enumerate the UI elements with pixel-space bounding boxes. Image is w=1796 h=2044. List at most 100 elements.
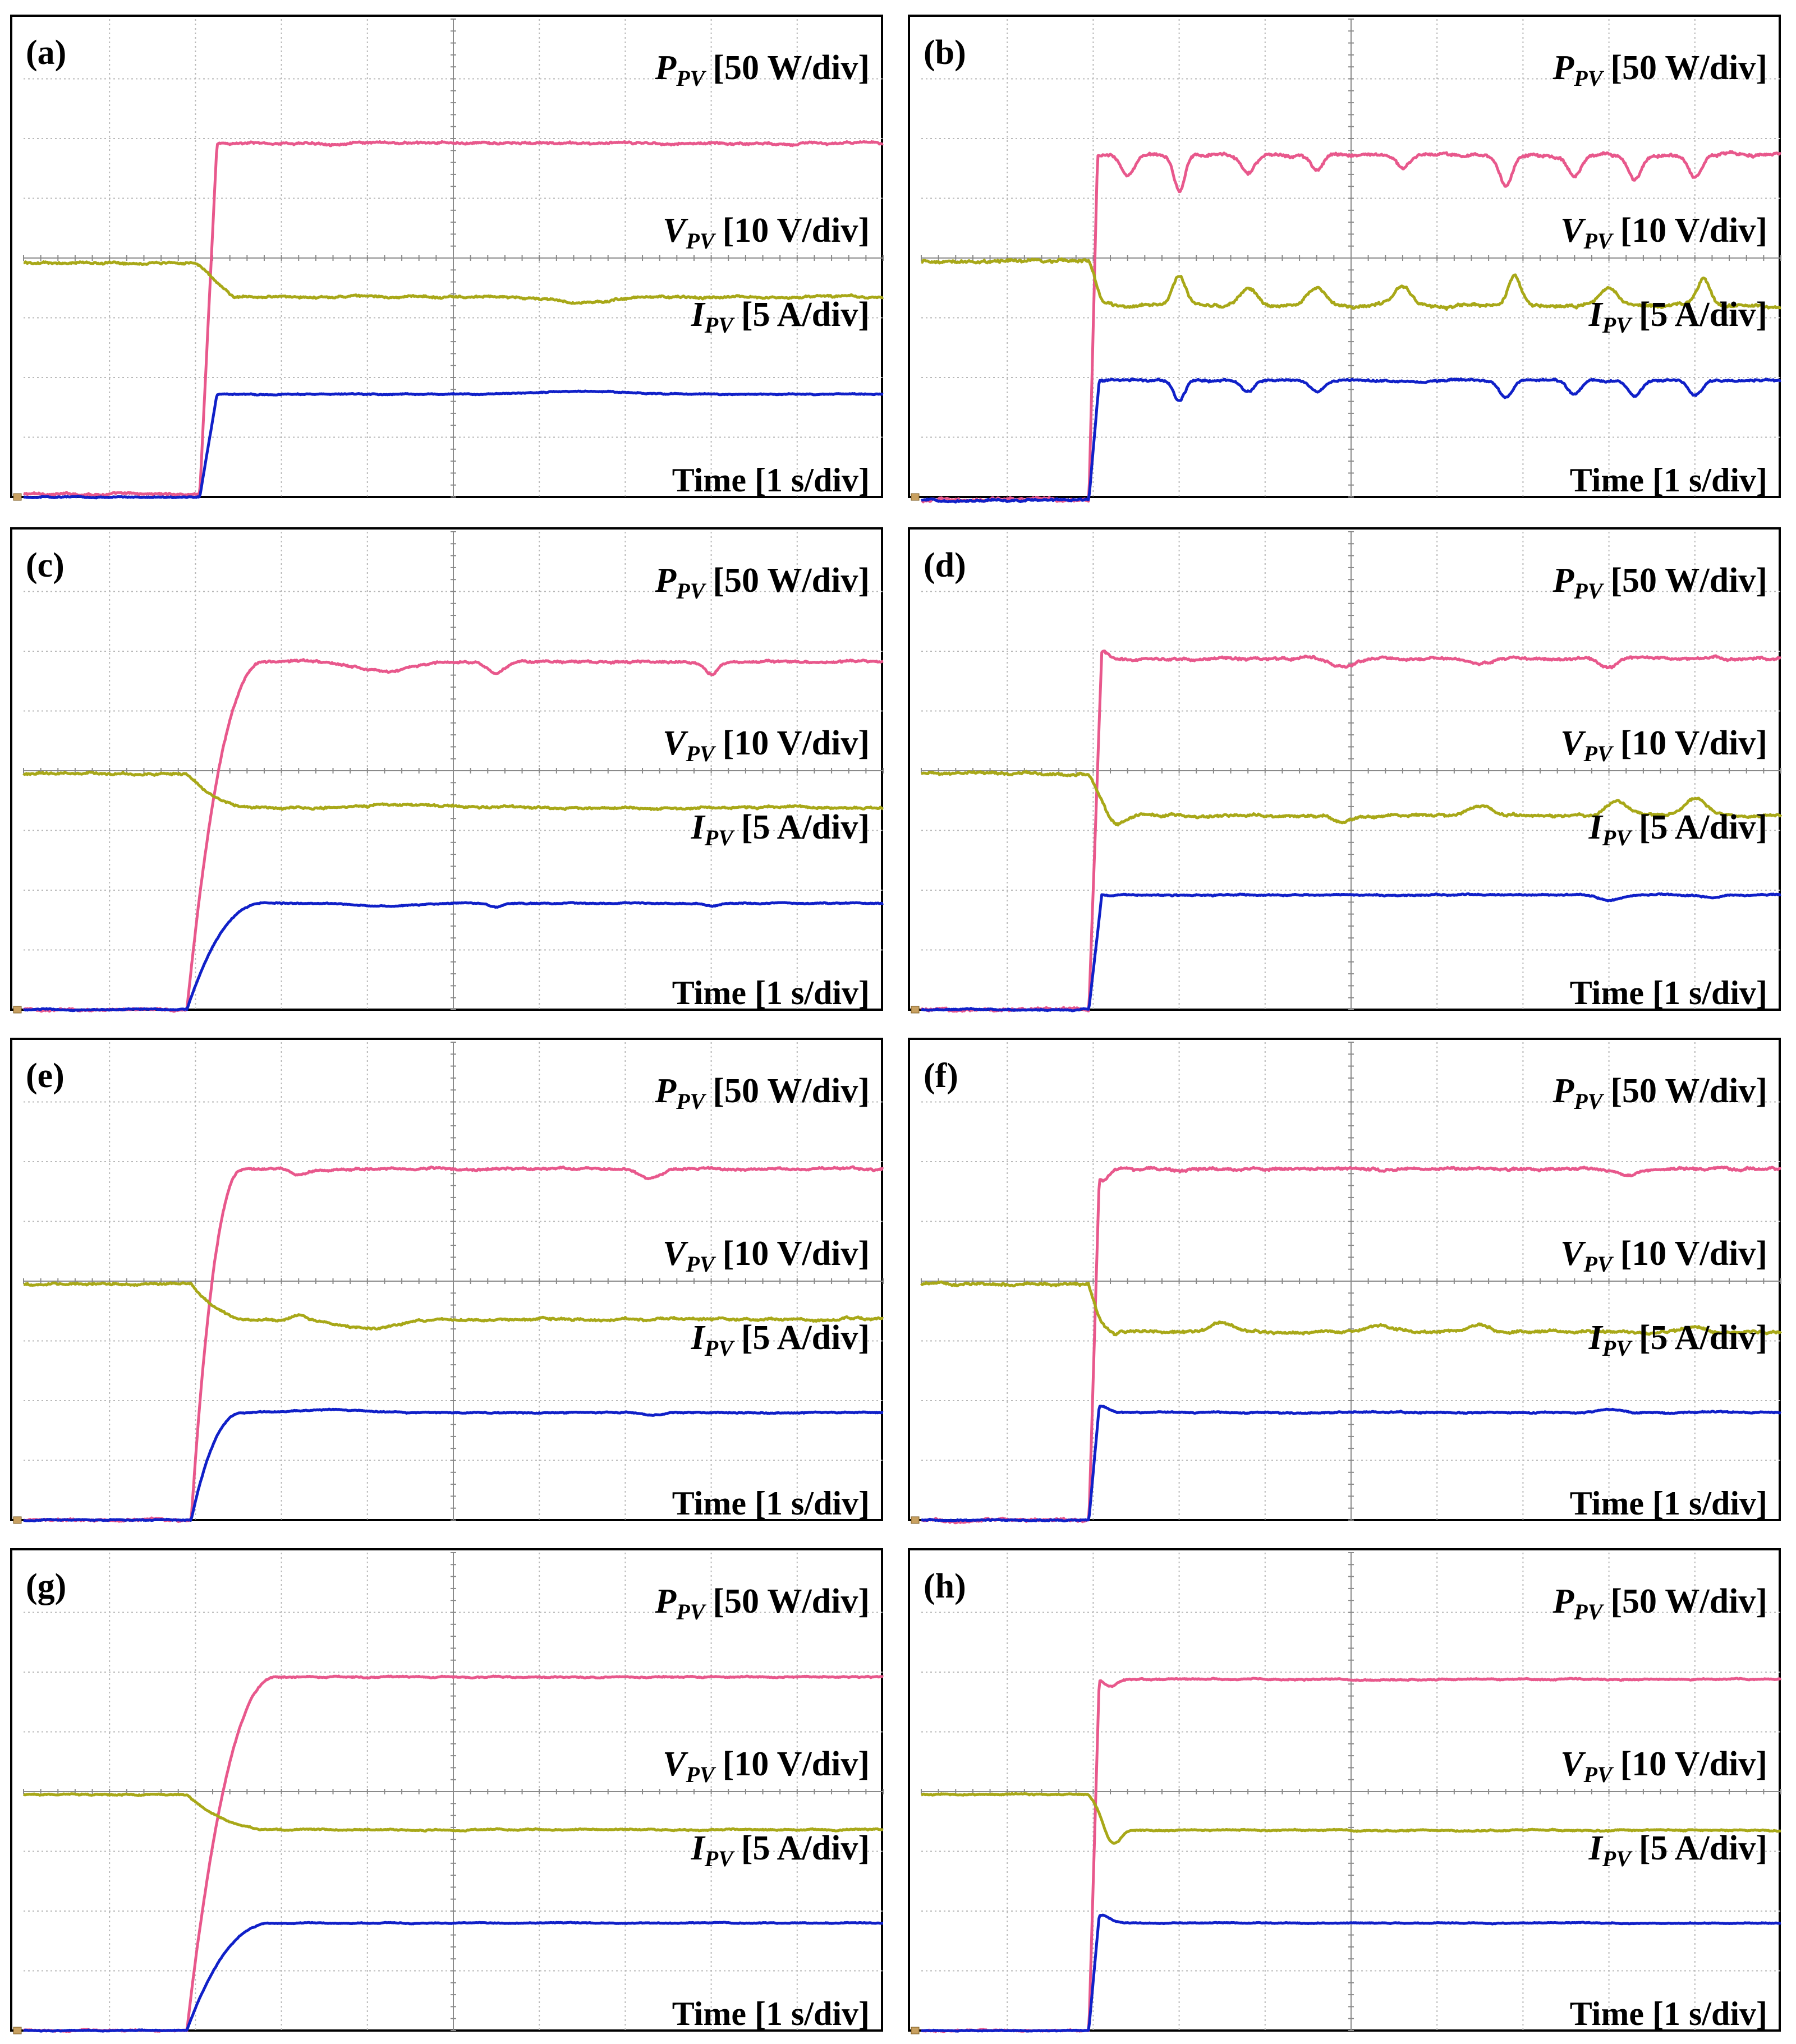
channel-symbol: I: [1588, 1829, 1604, 1867]
oscilloscope-panel-e: (e) PPV [50 W/div] VPV [10 V/div] IPV [5 A/div…: [10, 1038, 884, 1524]
channel-symbol: V: [663, 724, 688, 762]
panel-frame: [10, 527, 883, 1011]
panel-tag: (f): [924, 1057, 958, 1095]
channel-label-voltage: VPV [10 V/div]: [1560, 211, 1767, 254]
trace-current: [921, 892, 1781, 1012]
trace-current: [23, 901, 884, 1012]
channel-unit: [10 V/div]: [723, 1235, 870, 1273]
channel-symbol: V: [663, 211, 688, 250]
trace-current: [920, 378, 1781, 504]
panel-frame: [908, 527, 1781, 1011]
oscilloscope-panel-a: (a) PPV [50 W/div] V PV [10 V/div] IPV [5 A/div…: [10, 15, 884, 501]
trace-voltage: [22, 770, 884, 811]
channel-label-power: PPV [50 W/div]: [654, 1582, 870, 1624]
channel-unit: [5 A/div]: [1639, 296, 1767, 334]
channel-label-current: IPV [5 A/div]: [1588, 296, 1767, 338]
channel-subscript: PV: [704, 1846, 735, 1871]
channel-symbol: P: [1552, 561, 1574, 600]
channel-unit: [10 V/div]: [723, 1745, 870, 1783]
channel-subscript: PV: [676, 66, 706, 91]
channel-unit: [10 V/div]: [1620, 1745, 1767, 1783]
channel-unit: [10 V/div]: [723, 724, 870, 762]
channel-symbol: P: [654, 49, 677, 87]
time-axis-label: Time [1 s/div]: [1570, 1995, 1767, 2032]
channel-unit: [50 W/div]: [713, 1072, 870, 1110]
channel-unit: [50 W/div]: [1610, 561, 1767, 600]
channel-label-power: PPV [50 W/div]: [654, 49, 870, 91]
trace-voltage: [921, 257, 1781, 311]
panel-tag: (d): [924, 546, 966, 584]
panel-frame: [908, 1548, 1781, 2032]
channel-label-voltage: VPV [10 V/div]: [1560, 1235, 1767, 1277]
channel-label-power: PPV [50 W/div]: [1552, 49, 1767, 91]
time-axis-label: Time [1 s/div]: [1570, 974, 1767, 1011]
channel-unit: [50 W/div]: [1610, 1072, 1767, 1110]
channel-unit: [50 W/div]: [1610, 1582, 1767, 1621]
trace-voltage: [23, 1281, 884, 1331]
channel-symbol: I: [691, 808, 706, 846]
panel-frame: [908, 15, 1781, 498]
channel-symbol: I: [691, 1829, 706, 1867]
channel-subscript: PV: [1602, 1846, 1633, 1871]
channel-symbol: I: [1588, 296, 1604, 334]
ground-marker-icon: [13, 1006, 22, 1014]
channel-subscript: PV: [1602, 312, 1633, 338]
channel-symbol: I: [691, 1319, 706, 1357]
panel-tag: (a): [26, 34, 66, 72]
channel-symbol: V: [1560, 211, 1586, 250]
channel-symbol: I: [1588, 1319, 1604, 1357]
ground-marker-icon: [911, 493, 920, 501]
channel-unit: [10 V/div]: [723, 211, 870, 250]
ground-marker-icon: [13, 493, 22, 501]
oscilloscope-panel-f: (f) PPV [50 W/div] VPV [10 V/div] IPV [5 A/div…: [908, 1038, 1782, 1525]
grid: [921, 1042, 1781, 1521]
oscilloscope-panel-b: (b) PPV [50 W/div] VPV [10 V/div] IPV [5 A/div…: [908, 15, 1782, 504]
channel-unit: [50 W/div]: [713, 49, 870, 87]
trace-voltage: [23, 260, 884, 305]
channel-label-current: IPV [5 A/div]: [691, 296, 870, 338]
panel-plot: (h) PPV [50 W/div]VPV [10 V/div]IPV [5 A/div…: [908, 1548, 1782, 2034]
ground-marker-icon: [911, 2027, 920, 2034]
channel-symbol: P: [1552, 49, 1574, 87]
grid: [921, 531, 1781, 1010]
channel-label-current: IPV [5 A/div]: [691, 1319, 870, 1361]
oscilloscope-panel-c: (c) PPV [50 W/div] VPV [10 V/div] IPV [5 A/div…: [10, 527, 884, 1014]
channel-subscript: PV: [1602, 825, 1633, 850]
channel-label-current: IPV [5 A/div]: [1588, 1319, 1767, 1361]
channel-symbol: V: [663, 1745, 688, 1783]
channel-unit: [10 V/div]: [1620, 1235, 1767, 1273]
trace-current: [23, 389, 884, 500]
channel-unit: [50 W/div]: [713, 561, 870, 600]
channel-subscript: PV: [676, 578, 706, 604]
grid: [23, 531, 884, 1010]
trace-current: [23, 1407, 884, 1523]
channel-subscript: PV: [1573, 1089, 1604, 1114]
trace-current: [23, 1921, 884, 2033]
channel-subscript: PV: [1583, 1762, 1614, 1787]
channel-symbol: V: [1560, 1745, 1586, 1783]
grid: [921, 19, 1781, 498]
time-axis-label: Time [1 s/div]: [672, 1485, 870, 1522]
channel-label-power: PPV [50 W/div]: [654, 1072, 870, 1114]
channel-subscript: PV: [1602, 1336, 1633, 1361]
channel-label-voltage: VPV [10 V/div]: [1560, 1745, 1767, 1787]
channel-symbol: P: [1552, 1072, 1574, 1110]
oscilloscope-panel-d: (d) PPV [50 W/div] VPV [10 V/div] IPV [5 A/div…: [908, 527, 1783, 1014]
channel-unit: [5 A/div]: [741, 808, 870, 846]
panel-frame: [10, 15, 883, 498]
channel-unit: [5 A/div]: [741, 296, 870, 334]
channel-unit: [50 W/div]: [713, 1582, 870, 1621]
grid: [23, 1552, 884, 2031]
panel-plot: (e) PPV [50 W/div]VPV [10 V/div]IPV [5 A/div…: [10, 1038, 884, 1524]
channel-symbol: P: [1552, 1582, 1574, 1621]
channel-subscript: PV: [1573, 66, 1604, 91]
ground-marker-icon: [911, 1516, 920, 1524]
channel-label-power: PPV [50 W/div]: [654, 561, 870, 604]
channel-subscript: PV: [685, 1251, 716, 1277]
panel-tag: (c): [26, 546, 65, 584]
oscilloscope-panel-h: (h) PPV [50 W/div] VPV [10 V/div] IPV [5 A/div…: [908, 1548, 1782, 2034]
ground-marker-icon: [13, 2027, 22, 2034]
grid: [23, 19, 884, 498]
channel-subscript: PV: [685, 741, 716, 766]
oscilloscope-panel-g: (g) PPV [50 W/div] VPV [10 V/div] IPV [5 A/div…: [10, 1548, 884, 2034]
